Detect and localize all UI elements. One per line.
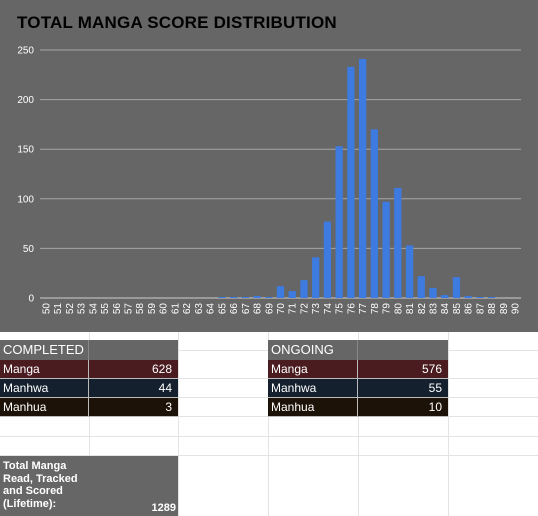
x-tick-label: 83	[429, 303, 440, 315]
ongoing-manhua-value: 10	[358, 398, 448, 417]
x-tick-label: 81	[405, 303, 416, 315]
x-tick-label: 84	[440, 303, 451, 315]
x-tick-label: 68	[253, 303, 264, 315]
y-tick-label: 200	[17, 95, 34, 106]
y-tick-label: 50	[23, 244, 35, 255]
ongoing-header: ONGOING	[268, 340, 358, 360]
x-tick-label: 52	[65, 303, 76, 315]
x-tick-label: 66	[229, 303, 240, 315]
bar-score-72	[300, 280, 308, 298]
x-tick-label: 89	[499, 303, 510, 315]
bar-score-78	[370, 129, 378, 298]
x-tick-label: 60	[159, 303, 170, 315]
ongoing-manhwa-label: Manhwa	[268, 379, 358, 398]
ongoing-manhua-label: Manhua	[268, 398, 358, 417]
lifetime-total-label: Total Manga Read, Tracked and Scored (Li…	[3, 460, 78, 510]
x-tick-label: 64	[206, 303, 217, 315]
y-tick-label: 100	[17, 194, 34, 205]
x-tick-label: 71	[288, 303, 299, 315]
completed-manhua-value: 3	[89, 398, 178, 417]
ongoing-manhwa-value: 55	[358, 379, 448, 398]
bar-score-69	[265, 297, 273, 298]
completed-manga-label: Manga	[0, 360, 89, 379]
x-tick-label: 70	[276, 303, 287, 315]
bar-score-85	[452, 277, 461, 298]
bar-score-81	[405, 245, 414, 298]
bar-score-73	[312, 257, 320, 298]
x-tick-label: 51	[53, 303, 64, 315]
bar-score-68	[253, 296, 261, 298]
summary-tables: COMPLETED Manga 628 Manhwa 44 Manhua 3 O…	[0, 332, 538, 516]
x-tick-label: 57	[123, 303, 134, 315]
x-tick-label: 86	[464, 303, 475, 315]
x-tick-label: 73	[311, 303, 322, 315]
x-tick-label: 79	[382, 303, 393, 315]
x-tick-label: 82	[417, 303, 428, 315]
x-tick-label: 63	[194, 303, 205, 315]
x-tick-label: 85	[452, 303, 463, 315]
bar-score-86	[464, 296, 472, 298]
ongoing-manga-value: 576	[358, 360, 448, 379]
x-tick-label: 90	[511, 303, 522, 315]
bar-score-67	[241, 297, 249, 298]
bar-score-70	[276, 286, 285, 298]
x-tick-label: 65	[217, 303, 228, 315]
completed-header-filler	[89, 340, 178, 360]
x-tick-label: 55	[100, 303, 111, 315]
bar-score-74	[323, 221, 332, 298]
completed-manhwa-label: Manhwa	[0, 379, 89, 398]
x-tick-label: 75	[335, 303, 346, 315]
bar-score-87	[476, 297, 484, 298]
completed-header: COMPLETED	[0, 340, 89, 360]
completed-manga-value: 628	[89, 360, 178, 379]
x-tick-label: 50	[41, 303, 52, 315]
y-tick-label: 150	[17, 145, 34, 156]
lifetime-total-box: Total Manga Read, Tracked and Scored (Li…	[0, 456, 178, 516]
bar-score-75	[335, 146, 343, 298]
lifetime-total-value: 1289	[151, 502, 176, 514]
x-tick-label: 62	[182, 303, 193, 315]
y-tick-label: 0	[28, 294, 34, 305]
y-tick-label: 250	[17, 46, 34, 57]
x-tick-label: 53	[77, 303, 88, 315]
x-tick-label: 87	[475, 303, 486, 315]
chart-title: TOTAL MANGA SCORE DISTRIBUTION	[17, 13, 337, 32]
bar-score-84	[441, 295, 449, 298]
bar-score-79	[382, 201, 390, 298]
x-tick-label: 69	[264, 303, 275, 315]
bar-score-66	[229, 297, 238, 298]
x-tick-label: 58	[135, 303, 146, 315]
x-tick-label: 80	[393, 303, 404, 315]
bar-score-71	[288, 291, 296, 298]
x-tick-label: 72	[299, 303, 310, 315]
bar-score-77	[358, 58, 367, 298]
x-tick-label: 56	[112, 303, 123, 315]
x-tick-label: 88	[487, 303, 498, 315]
x-tick-label: 74	[323, 303, 334, 315]
ongoing-manga-label: Manga	[268, 360, 358, 379]
bar-score-76	[347, 66, 355, 298]
x-tick-label: 54	[88, 303, 99, 315]
x-tick-label: 61	[170, 303, 181, 315]
x-tick-label: 67	[241, 303, 252, 315]
bar-score-88	[488, 297, 496, 298]
completed-manhua-label: Manhua	[0, 398, 89, 417]
bar-score-82	[417, 276, 425, 298]
bar-score-83	[429, 288, 437, 298]
x-tick-label: 78	[370, 303, 381, 315]
x-tick-label: 76	[346, 303, 357, 315]
bar-score-65	[218, 297, 226, 298]
x-tick-label: 77	[358, 303, 369, 315]
completed-manhwa-value: 44	[89, 379, 178, 398]
bar-score-80	[394, 187, 402, 298]
x-tick-label: 59	[147, 303, 158, 315]
chart-panel: 0 50 100 150 200 250 50 51 52 53 54 55 56 57 58 59 60 61 6…	[0, 0, 538, 332]
ongoing-header-filler	[358, 340, 448, 360]
